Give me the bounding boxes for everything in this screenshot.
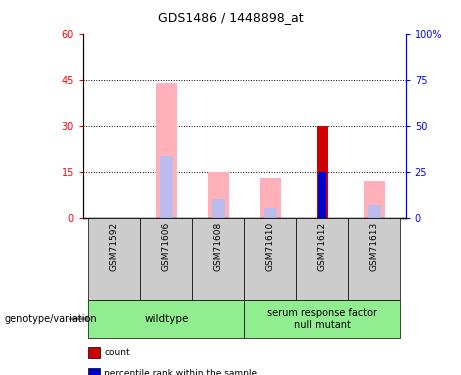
- Bar: [264, 209, 277, 218]
- Text: GSM71610: GSM71610: [266, 222, 275, 271]
- Text: count: count: [104, 348, 130, 357]
- Bar: [208, 172, 229, 217]
- Bar: [160, 156, 173, 218]
- Bar: [364, 181, 385, 218]
- Text: GSM71613: GSM71613: [370, 222, 379, 271]
- Text: GSM71612: GSM71612: [318, 222, 327, 271]
- Text: GSM71592: GSM71592: [110, 222, 119, 271]
- Text: GDS1486 / 1448898_at: GDS1486 / 1448898_at: [158, 11, 303, 24]
- Text: wildtype: wildtype: [144, 314, 189, 324]
- Text: serum response factor
null mutant: serum response factor null mutant: [267, 308, 378, 330]
- Text: genotype/variation: genotype/variation: [5, 314, 97, 324]
- Bar: [212, 199, 225, 217]
- Bar: [368, 205, 381, 218]
- Text: percentile rank within the sample: percentile rank within the sample: [104, 369, 257, 375]
- Text: GSM71608: GSM71608: [214, 222, 223, 271]
- Bar: [156, 83, 177, 218]
- Bar: [319, 172, 326, 217]
- Text: GSM71606: GSM71606: [162, 222, 171, 271]
- Bar: [260, 178, 281, 218]
- Bar: [317, 126, 328, 218]
